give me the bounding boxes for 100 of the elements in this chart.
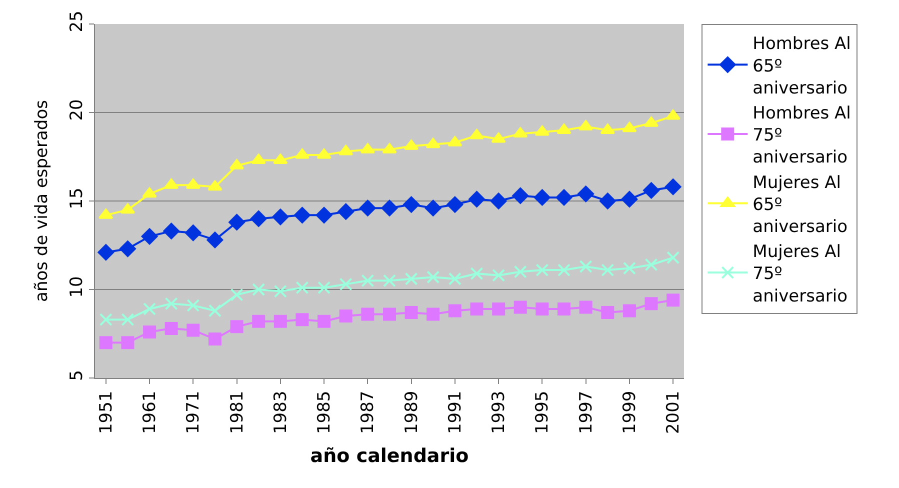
y-tick-label: 5 xyxy=(67,370,88,381)
point xyxy=(600,124,615,134)
legend-label: Mujeres Al 75º aniversario xyxy=(752,242,848,306)
point xyxy=(491,132,506,143)
point xyxy=(252,314,266,328)
x-tick-label: 1981 xyxy=(227,390,248,434)
point xyxy=(251,154,266,164)
point xyxy=(492,268,506,282)
x-tick-label: 1983 xyxy=(270,390,291,434)
point xyxy=(338,203,354,220)
x-tick-label: 1989 xyxy=(402,390,422,434)
point xyxy=(360,200,376,216)
point xyxy=(294,148,310,159)
point xyxy=(622,304,636,318)
point xyxy=(252,283,266,296)
point xyxy=(468,191,485,208)
point xyxy=(579,300,592,314)
point xyxy=(666,251,680,264)
point xyxy=(186,324,200,337)
point xyxy=(470,302,484,316)
point xyxy=(274,284,287,298)
y-tick-label: 15 xyxy=(67,188,88,210)
point xyxy=(601,264,614,277)
y-tick-label: 25 xyxy=(67,10,88,32)
point xyxy=(426,138,440,148)
point xyxy=(296,313,309,326)
y-tick-label: 10 xyxy=(67,276,88,298)
x-tick-label: 1993 xyxy=(489,390,510,434)
point xyxy=(318,314,331,328)
y-tick-label: 20 xyxy=(67,99,88,121)
point xyxy=(383,308,396,321)
point xyxy=(318,281,331,294)
point xyxy=(426,270,440,284)
point xyxy=(338,144,354,156)
point xyxy=(664,178,682,195)
point xyxy=(316,207,332,224)
point xyxy=(404,306,418,320)
y-axis-title: años de vida esperados xyxy=(32,100,52,302)
point xyxy=(272,208,289,226)
x-tick-label: 1961 xyxy=(140,390,160,434)
point xyxy=(601,306,614,320)
point xyxy=(579,260,592,273)
point xyxy=(274,314,287,328)
point xyxy=(228,214,245,230)
x-tick-label: 1985 xyxy=(314,390,335,434)
point xyxy=(666,110,680,120)
point xyxy=(558,264,571,277)
point xyxy=(120,203,136,214)
point xyxy=(621,191,638,208)
point xyxy=(558,302,571,316)
point xyxy=(98,244,114,260)
point xyxy=(206,232,224,248)
point xyxy=(448,304,462,318)
x-tick-label: 1951 xyxy=(96,390,116,434)
point xyxy=(536,302,549,316)
point xyxy=(164,178,179,189)
point xyxy=(383,274,396,288)
point xyxy=(164,297,178,310)
point xyxy=(556,124,572,134)
point xyxy=(99,313,112,326)
point xyxy=(163,222,180,240)
point xyxy=(273,154,288,164)
point xyxy=(339,278,352,291)
point xyxy=(644,297,658,310)
point xyxy=(186,298,200,312)
point xyxy=(622,122,637,132)
point xyxy=(339,310,352,323)
point xyxy=(600,192,616,210)
point xyxy=(143,302,156,316)
point xyxy=(622,262,636,275)
point xyxy=(250,210,267,227)
point xyxy=(514,300,527,314)
point xyxy=(121,336,134,350)
point xyxy=(143,325,156,338)
point xyxy=(448,136,462,146)
point xyxy=(666,294,680,307)
point xyxy=(492,302,506,316)
point xyxy=(578,186,594,202)
point xyxy=(513,127,528,138)
point xyxy=(514,265,527,278)
point xyxy=(448,272,462,286)
point xyxy=(426,308,440,321)
point xyxy=(361,274,374,288)
point xyxy=(185,224,202,242)
point xyxy=(208,304,222,318)
point xyxy=(120,240,136,257)
point xyxy=(99,336,112,350)
point xyxy=(296,281,309,294)
point xyxy=(294,207,310,224)
point xyxy=(208,332,222,346)
point xyxy=(470,267,484,280)
x-axis-title: año calendario xyxy=(310,444,469,467)
point xyxy=(361,308,374,321)
legend-label: Mujeres Al 65º aniversario xyxy=(752,172,848,237)
x-tick-label: 1995 xyxy=(532,390,553,434)
point xyxy=(556,189,572,206)
point xyxy=(142,187,157,198)
point xyxy=(512,188,529,204)
x-tick-label: 1971 xyxy=(184,390,204,434)
point xyxy=(121,313,134,326)
